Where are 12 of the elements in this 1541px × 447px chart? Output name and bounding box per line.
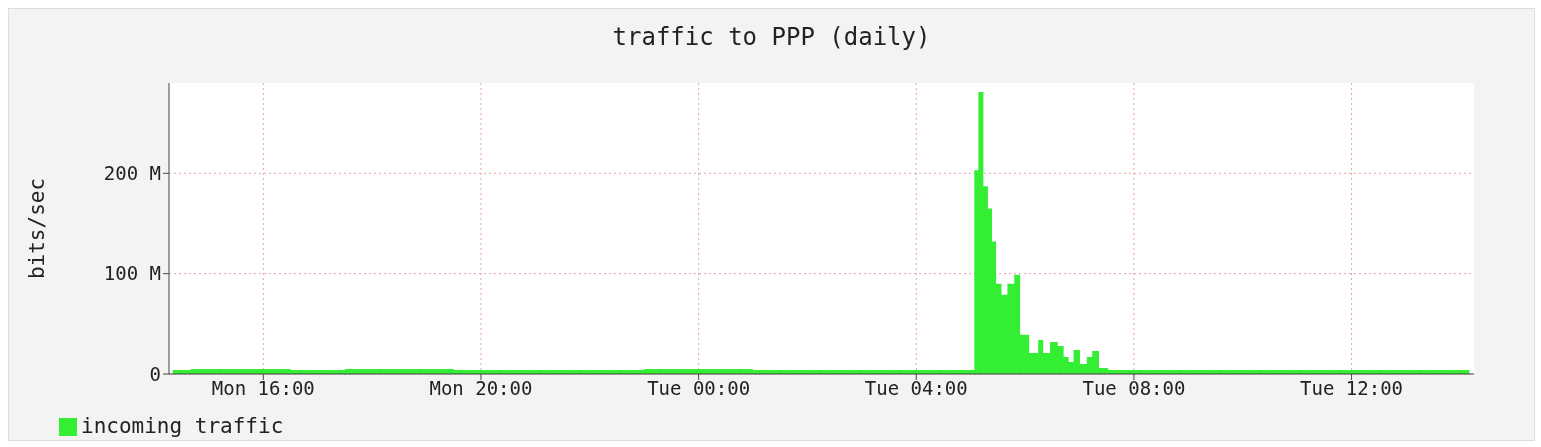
chart-title: traffic to PPP (daily) [611,22,932,53]
y-tick-label: 100 M [103,262,161,285]
y-tick-label: 200 M [103,162,161,185]
x-tick-label: Tue 12:00 [1300,377,1404,400]
x-tick-label: Tue 04:00 [864,377,968,400]
x-tick-label: Tue 00:00 [647,377,751,400]
x-tick-label: Mon 16:00 [211,377,315,400]
x-tick-label: Mon 20:00 [429,377,533,400]
x-tick-label: Tue 08:00 [1082,377,1186,400]
legend-label: incoming traffic [81,414,284,438]
y-axis-title: bits/sec [25,177,50,280]
y-tick-label: 0 [149,362,161,385]
